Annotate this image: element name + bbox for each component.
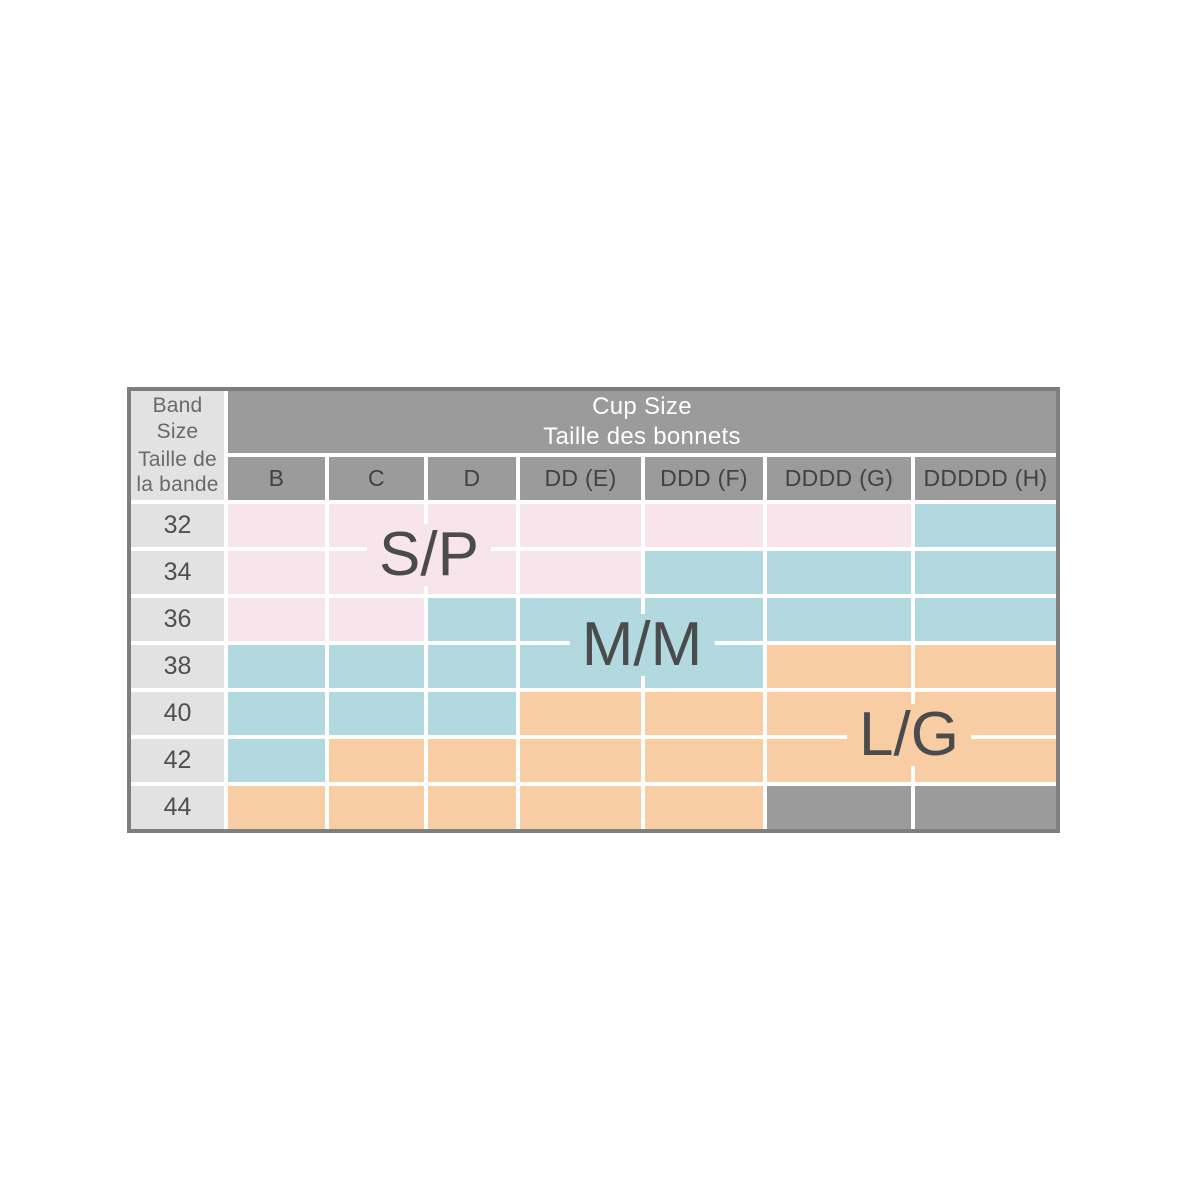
band-size-label-fr: Taille de la bande bbox=[136, 447, 219, 497]
size-cell-32-ddddg bbox=[767, 504, 911, 547]
cup-column-header-dde: DD (E) bbox=[520, 457, 641, 500]
size-cell-44-d bbox=[428, 786, 516, 829]
size-cell-32-b bbox=[228, 504, 325, 547]
band-size-corner-header: Band Size Taille de la bande bbox=[131, 391, 224, 500]
size-cell-32-dddf bbox=[645, 504, 763, 547]
band-row-label-42: 42 bbox=[131, 739, 224, 782]
band-row-label-36: 36 bbox=[131, 598, 224, 641]
size-cell-44-dde bbox=[520, 786, 641, 829]
band-row-label-44: 44 bbox=[131, 786, 224, 829]
band-row-label-38: 38 bbox=[131, 645, 224, 688]
size-cell-42-dddf bbox=[645, 739, 763, 782]
size-cell-44-ddddg bbox=[767, 786, 911, 829]
size-cell-36-ddddg bbox=[767, 598, 911, 641]
cup-size-header: Cup Size Taille des bonnets bbox=[228, 391, 1056, 453]
size-cell-32-dddddh bbox=[915, 504, 1056, 547]
size-cell-36-c bbox=[329, 598, 424, 641]
size-cell-42-b bbox=[228, 739, 325, 782]
size-cell-42-dde bbox=[520, 739, 641, 782]
size-cell-38-b bbox=[228, 645, 325, 688]
size-cell-40-dddf bbox=[645, 692, 763, 735]
size-cell-40-b bbox=[228, 692, 325, 735]
size-cell-34-dde bbox=[520, 551, 641, 594]
size-region-label-mm: M/M bbox=[569, 614, 715, 676]
cup-column-header-d: D bbox=[428, 457, 516, 500]
size-cell-42-c bbox=[329, 739, 424, 782]
size-region-label-lg: L/G bbox=[847, 704, 971, 766]
size-cell-36-dddddh bbox=[915, 598, 1056, 641]
size-chart-table: Band Size Taille de la bande Cup Size Ta… bbox=[127, 387, 1060, 833]
cup-column-header-dddddh: DDDDD (H) bbox=[915, 457, 1056, 500]
cup-size-label-fr: Taille des bonnets bbox=[543, 423, 741, 450]
size-grid: Band Size Taille de la bande Cup Size Ta… bbox=[131, 391, 1056, 829]
size-cell-40-d bbox=[428, 692, 516, 735]
band-row-label-40: 40 bbox=[131, 692, 224, 735]
size-cell-36-d bbox=[428, 598, 516, 641]
size-cell-38-d bbox=[428, 645, 516, 688]
size-cell-34-ddddg bbox=[767, 551, 911, 594]
cup-column-header-ddddg: DDDD (G) bbox=[767, 457, 911, 500]
cup-column-header-b: B bbox=[228, 457, 325, 500]
size-cell-32-dde bbox=[520, 504, 641, 547]
size-region-label-sp: S/P bbox=[367, 524, 491, 586]
size-cell-34-dddf bbox=[645, 551, 763, 594]
size-cell-40-c bbox=[329, 692, 424, 735]
size-cell-44-dddddh bbox=[915, 786, 1056, 829]
size-cell-42-d bbox=[428, 739, 516, 782]
size-cell-34-b bbox=[228, 551, 325, 594]
size-cell-34-dddddh bbox=[915, 551, 1056, 594]
size-cell-44-c bbox=[329, 786, 424, 829]
cup-column-header-dddf: DDD (F) bbox=[645, 457, 763, 500]
size-cell-38-c bbox=[329, 645, 424, 688]
size-cell-38-ddddg bbox=[767, 645, 911, 688]
size-cell-44-dddf bbox=[645, 786, 763, 829]
size-cell-40-dde bbox=[520, 692, 641, 735]
band-row-label-34: 34 bbox=[131, 551, 224, 594]
size-cell-38-dddddh bbox=[915, 645, 1056, 688]
band-size-label-en: Band Size bbox=[152, 394, 203, 443]
band-row-label-32: 32 bbox=[131, 504, 224, 547]
cup-size-label-en: Cup Size bbox=[592, 393, 692, 420]
size-cell-44-b bbox=[228, 786, 325, 829]
cup-column-header-c: C bbox=[329, 457, 424, 500]
size-cell-36-b bbox=[228, 598, 325, 641]
